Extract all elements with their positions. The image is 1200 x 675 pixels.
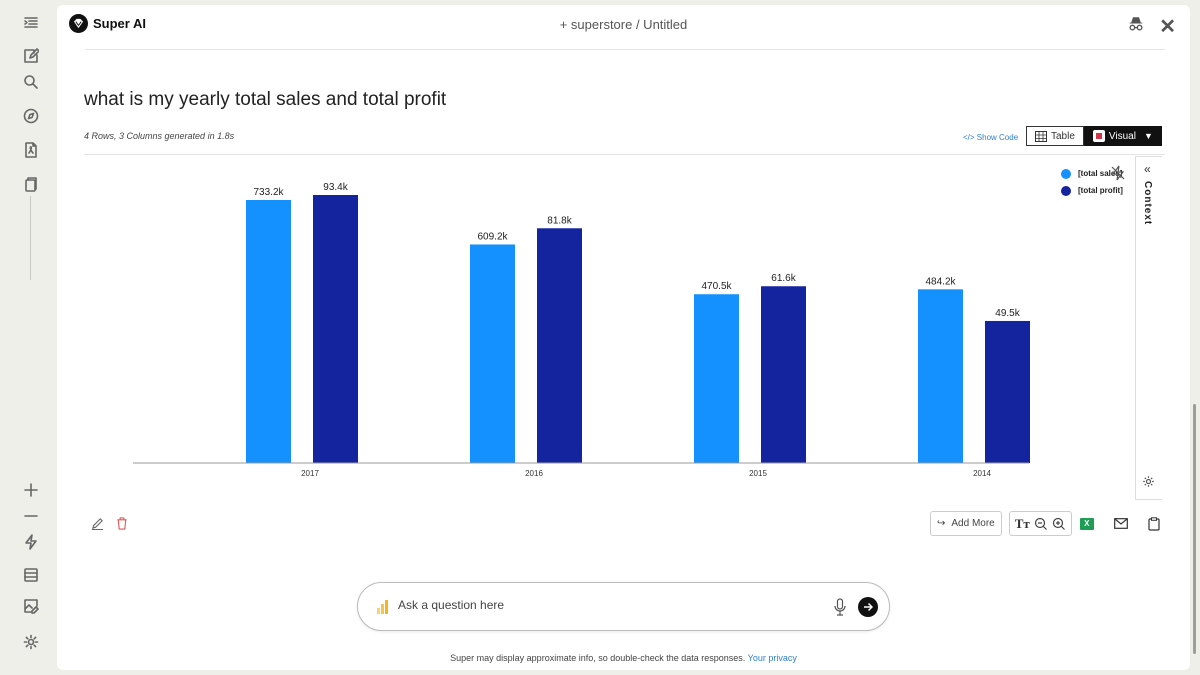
bar-profit-2015[interactable] — [761, 286, 806, 463]
bar-sales-2016[interactable] — [470, 244, 515, 463]
mail-icon[interactable] — [1113, 518, 1128, 529]
new-note-icon[interactable] — [22, 47, 40, 65]
disclaimer: Super may display approximate info, so d… — [57, 653, 1190, 663]
view-toggle: Table Visual ▼ — [1026, 126, 1162, 146]
powerbi-icon — [377, 600, 388, 614]
chevron-down-icon: ▼ — [1143, 131, 1153, 141]
sidebar-toggle-icon[interactable] — [22, 14, 40, 32]
text-size-button[interactable]: Tт — [1014, 515, 1030, 531]
legend-dot-sales — [1061, 168, 1071, 179]
privacy-link[interactable]: Your privacy — [747, 653, 797, 663]
app-name: Super AI — [93, 16, 146, 31]
main-panel: Super AI + superstore / Untitled ✕ what … — [57, 5, 1190, 670]
pages-icon[interactable] — [22, 175, 40, 193]
chevron-left-double-icon[interactable]: « — [1144, 162, 1151, 176]
excel-icon[interactable]: X — [1079, 517, 1094, 530]
zoom-out-icon[interactable] — [1034, 517, 1048, 531]
mic-icon[interactable] — [834, 598, 846, 621]
result-meta: 4 Rows, 3 Columns generated in 1.8s — [84, 131, 235, 141]
pencil-icon[interactable] — [91, 517, 104, 535]
rail-divider — [30, 196, 31, 280]
scrollbar[interactable] — [1193, 404, 1196, 654]
legend-label-sales: [total sales] — [1078, 169, 1123, 178]
visual-view-button[interactable]: Visual ▼ — [1083, 126, 1162, 146]
incognito-icon[interactable] — [1127, 15, 1145, 38]
data-label: 484.2k — [925, 276, 956, 287]
context-panel[interactable]: « Context — [1135, 156, 1162, 500]
data-label: 733.2k — [253, 187, 284, 198]
data-label: 49.5k — [995, 308, 1020, 319]
x-tick-label: 2017 — [301, 469, 319, 478]
brand[interactable]: Super AI — [69, 14, 146, 33]
header-divider — [85, 49, 1165, 50]
context-label: Context — [1142, 181, 1153, 226]
clipboard-icon[interactable] — [1148, 516, 1160, 531]
x-tick-label: 2016 — [525, 469, 543, 478]
ask-bar — [357, 582, 890, 631]
table-view-label: Table — [1051, 130, 1075, 142]
bolt-off-icon[interactable] — [1111, 165, 1125, 186]
arrow-into-icon: ↪ — [937, 518, 946, 529]
chart-legend: [total sales] [total profit] — [1061, 165, 1123, 199]
data-label: 470.5k — [701, 281, 732, 292]
gear-icon[interactable] — [1142, 475, 1155, 493]
close-icon[interactable]: ✕ — [1159, 15, 1176, 38]
send-icon[interactable] — [858, 597, 878, 617]
super-logo-icon — [69, 14, 88, 33]
legend-dot-profit — [1061, 185, 1071, 196]
data-label: 81.8k — [547, 215, 572, 226]
lightning-icon[interactable] — [22, 533, 40, 551]
bar-profit-2016[interactable] — [537, 228, 582, 463]
chart-divider — [84, 154, 1165, 155]
question-title: what is my yearly total sales and total … — [84, 89, 447, 110]
breadcrumb: + superstore / Untitled — [57, 17, 1190, 32]
disclaimer-text: Super may display approximate info, so d… — [450, 653, 746, 663]
breadcrumb-text[interactable]: + superstore / Untitled — [559, 17, 688, 32]
grid-icon — [1035, 130, 1047, 142]
chart-icon — [1092, 130, 1105, 142]
image-edit-icon[interactable] — [22, 597, 40, 615]
ask-input[interactable] — [398, 598, 798, 612]
show-code-link[interactable]: </> Show Code — [963, 133, 1019, 142]
bar-sales-2015[interactable] — [694, 294, 739, 463]
minus-icon[interactable] — [22, 507, 40, 525]
x-tick-label: 2014 — [973, 469, 991, 478]
legend-item-sales[interactable]: [total sales] — [1061, 165, 1123, 182]
left-rail — [0, 0, 60, 675]
search-icon[interactable] — [22, 73, 40, 91]
pdf-icon[interactable] — [22, 141, 40, 159]
bar-profit-2014[interactable] — [985, 320, 1030, 463]
bar-sales-2017[interactable] — [246, 200, 291, 463]
legend-label-profit: [total profit] — [1078, 186, 1123, 195]
data-label: 609.2k — [477, 231, 508, 242]
zoom-in-icon[interactable] — [1052, 517, 1066, 531]
data-label: 61.6k — [771, 273, 796, 284]
legend-item-profit[interactable]: [total profit] — [1061, 182, 1123, 199]
trash-icon[interactable] — [116, 517, 128, 535]
settings-icon[interactable] — [22, 633, 40, 651]
bar-profit-2017[interactable] — [313, 195, 358, 463]
plus-icon[interactable] — [22, 481, 40, 499]
compass-icon[interactable] — [22, 107, 40, 125]
add-more-button[interactable]: ↪ Add More — [930, 511, 1002, 536]
bar-sales-2014[interactable] — [918, 289, 963, 463]
data-label: 93.4k — [323, 182, 348, 193]
table-icon[interactable] — [22, 566, 40, 584]
zoom-group: Tт — [1008, 511, 1072, 536]
table-view-button[interactable]: Table — [1026, 126, 1084, 146]
add-more-label: Add More — [951, 518, 995, 529]
x-tick-label: 2015 — [749, 469, 767, 478]
bar-chart: 733.2k 93.4k 2017 609.2k 81.8k 2016 470.5k 61.6… — [133, 182, 1030, 478]
visual-view-label: Visual — [1108, 130, 1136, 142]
